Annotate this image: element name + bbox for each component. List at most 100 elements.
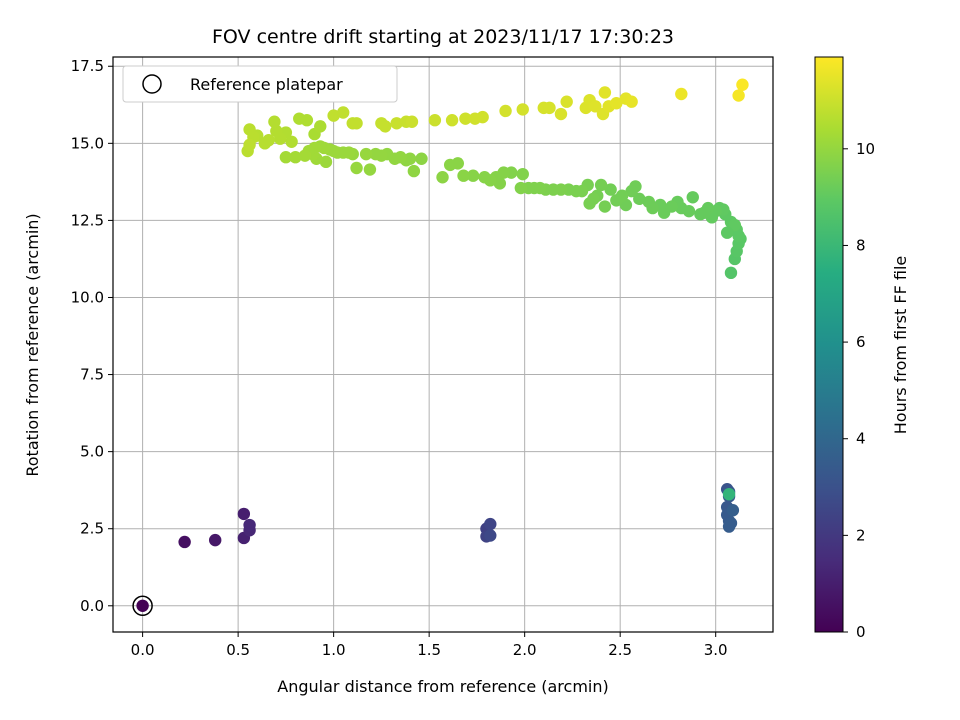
x-tick-label: 2.5 — [608, 641, 632, 659]
data-point — [459, 112, 472, 125]
data-point — [208, 533, 222, 547]
x-tick-label: 0.0 — [131, 641, 155, 659]
data-point — [484, 517, 497, 531]
data-point — [379, 120, 392, 133]
data-point — [319, 155, 333, 169]
x-tick-label: 1.0 — [322, 641, 346, 659]
data-point — [610, 97, 623, 110]
colorbar-ticks: 0 2 4 6 8 10 — [843, 140, 875, 641]
data-point — [625, 95, 638, 108]
data-point — [268, 115, 281, 128]
data-point — [436, 171, 449, 184]
colorbar: 0 2 4 6 8 10 Hours from first FF file — [814, 56, 910, 641]
data-point — [589, 100, 602, 113]
data-point — [369, 147, 382, 161]
plot-frame — [112, 56, 774, 633]
colorbar-gradient — [814, 56, 844, 633]
data-point — [285, 135, 298, 148]
data-point — [694, 208, 707, 221]
data-point — [516, 167, 529, 181]
data-point — [390, 117, 403, 130]
data-point — [499, 104, 512, 118]
y-tick-label: 5.0 — [80, 443, 104, 461]
data-point — [724, 266, 738, 280]
data-point — [514, 181, 528, 195]
data-point — [359, 147, 373, 161]
data-point — [732, 89, 745, 102]
colorbar-tick-label: 6 — [856, 333, 866, 351]
data-point — [289, 151, 302, 164]
x-tick-label: 2.0 — [513, 641, 537, 659]
data-point — [407, 164, 421, 178]
data-point — [443, 158, 457, 172]
data-point — [405, 115, 419, 128]
y-tick-label: 10.0 — [71, 288, 104, 306]
data-point — [363, 163, 377, 176]
data-point — [598, 200, 612, 213]
data-point — [543, 101, 556, 115]
data-point — [583, 197, 596, 210]
data-point — [724, 516, 738, 530]
data-point — [516, 103, 529, 116]
data-point — [293, 112, 306, 125]
data-point — [415, 152, 428, 165]
data-point — [445, 114, 459, 127]
data-point — [686, 191, 699, 204]
data-point — [270, 124, 283, 138]
data-point — [554, 107, 568, 121]
data-point — [726, 504, 740, 517]
data-point — [350, 117, 363, 130]
data-point — [457, 169, 470, 182]
data-point — [610, 194, 623, 207]
data-point — [298, 149, 312, 162]
x-tick-label: 0.5 — [226, 641, 250, 659]
data-point — [314, 120, 327, 133]
data-point — [336, 106, 350, 119]
data-point — [728, 218, 741, 232]
data-point — [279, 151, 293, 164]
data-point — [594, 178, 608, 192]
data-point — [633, 192, 646, 206]
data-point — [237, 507, 251, 521]
grid-lines — [113, 57, 773, 632]
reference-marker — [132, 595, 153, 617]
data-point — [466, 169, 480, 182]
colorbar-tick-label: 8 — [856, 236, 866, 254]
colorbar-tick-label: 0 — [856, 623, 866, 641]
y-tick-label: 12.5 — [71, 211, 104, 229]
x-tick-label: 3.0 — [704, 641, 728, 659]
colorbar-tick-label: 4 — [856, 430, 866, 448]
data-point — [484, 529, 497, 542]
data-point — [675, 87, 688, 101]
data-point — [258, 137, 272, 150]
colorbar-label: Hours from first FF file — [891, 256, 910, 435]
y-tick-label: 17.5 — [71, 57, 104, 75]
data-point — [720, 226, 734, 239]
data-point — [178, 535, 191, 549]
data-point — [478, 171, 491, 184]
colorbar-tick-label: 2 — [856, 526, 866, 544]
x-axis-label: Angular distance from reference (arcmin) — [277, 677, 608, 696]
data-point — [243, 138, 256, 152]
legend: Reference platepar — [122, 65, 398, 103]
axis-ticks: 0.0 0.5 1.0 1.5 2.0 2.5 3.0 0.0 2.5 5.0 7.5 10.0 12.… — [71, 57, 728, 659]
legend-marker-reference — [142, 74, 162, 94]
y-axis-label: Rotation from reference (arcmin) — [23, 213, 42, 476]
data-point — [722, 487, 736, 501]
colorbar-tick-label: 10 — [856, 140, 875, 158]
data-point — [476, 110, 489, 124]
data-points — [132, 78, 749, 617]
data-point — [560, 95, 573, 108]
data-point — [136, 599, 149, 612]
legend-label-reference: Reference platepar — [190, 75, 343, 94]
chart-title: FOV centre drift starting at 2023/11/17 … — [212, 26, 674, 48]
y-tick-label: 0.0 — [80, 597, 104, 615]
data-point — [350, 161, 363, 175]
legend-box — [122, 65, 398, 103]
y-tick-label: 2.5 — [80, 520, 104, 538]
data-point — [598, 86, 612, 99]
data-point — [327, 109, 340, 122]
data-point — [243, 123, 256, 136]
data-point — [736, 78, 749, 91]
